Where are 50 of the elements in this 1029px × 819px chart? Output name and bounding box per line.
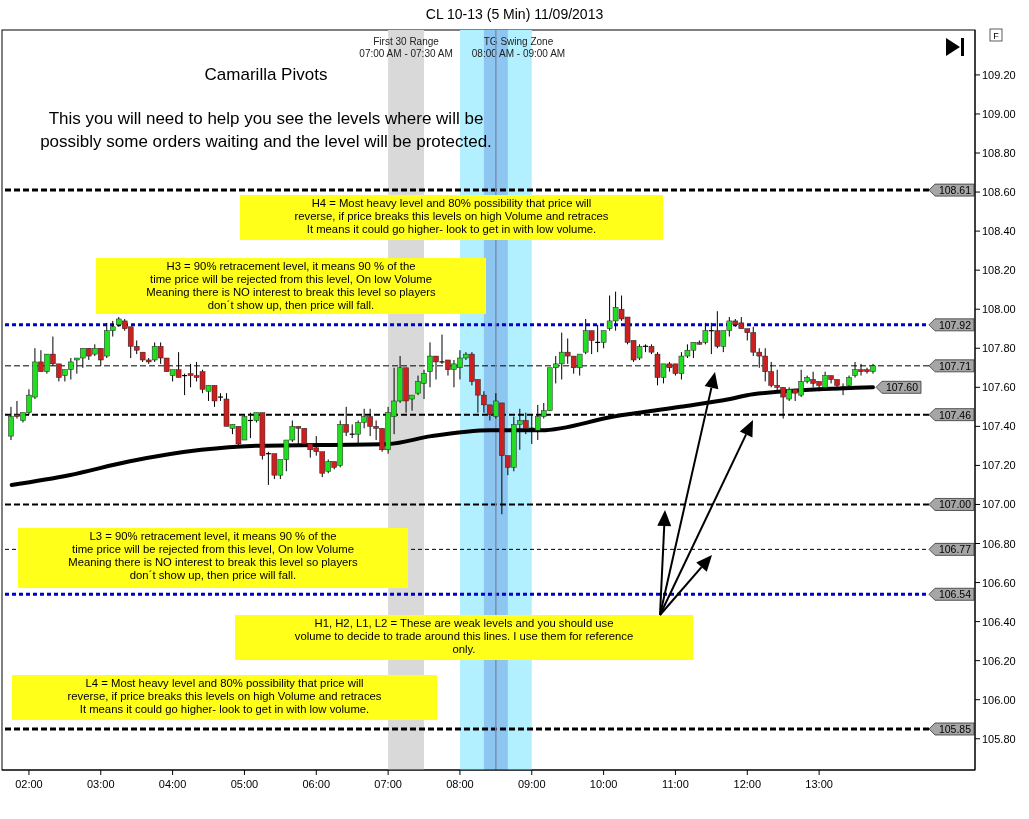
y-tick-label: 108.80 (982, 147, 1016, 160)
y-tick-label: 106.20 (982, 654, 1016, 667)
y-tick-label: 108.20 (982, 264, 1016, 277)
y-tick-label: 107.20 (982, 459, 1016, 472)
y-tick-label: 108.00 (982, 303, 1016, 316)
y-tick-label: 105.80 (982, 732, 1016, 745)
x-tick-label: 05:00 (230, 778, 259, 790)
y-tick-label: 107.60 (982, 381, 1016, 394)
band-label: First 30 Range 07:00 AM - 07:30 AM (359, 36, 453, 59)
x-tick-label: 10:00 (589, 778, 618, 790)
ref-line-label: 106.77 (938, 543, 972, 556)
x-tick-label: 04:00 (158, 778, 187, 790)
annotation: H1, H2, L1, L2 = These are weak levels and you should use volume to decide to trade around this lines. I use them for reference only. (294, 617, 634, 655)
ref-line-label: 107.46 (938, 408, 972, 421)
y-tick-label: 106.60 (982, 576, 1016, 589)
x-tick-label: 03:00 (87, 778, 115, 790)
ref-line-label: 108.61 (938, 184, 972, 197)
ref-line-label: 107.00 (938, 498, 972, 511)
y-tick-label: 106.80 (982, 537, 1016, 550)
ref-line-label: 106.54 (938, 588, 972, 601)
y-tick-label: 108.60 (982, 186, 1016, 199)
ref-line-label: 107.92 (938, 318, 972, 331)
annotation: 107.60 (885, 381, 919, 394)
x-tick-label: 07:00 (374, 778, 402, 790)
y-tick-label: 107.00 (982, 498, 1016, 511)
ref-line-label: 107.71 (938, 359, 972, 372)
x-tick-label: 13:00 (805, 778, 833, 790)
y-tick-label: 107.40 (982, 420, 1016, 433)
chart-title: CL 10-13 (5 Min) 11/09/2013 (425, 6, 604, 22)
x-tick-label: 12:00 (733, 778, 762, 790)
x-tick-label: 02:00 (15, 778, 43, 790)
x-tick-label: 06:00 (302, 778, 331, 790)
annotation: H3 = 90% retracement level, it means 90 % of the time price will be rejected from this level, On low Volume Meaning there is NO interest to break this level so players don´t show up, then price will fall. (146, 260, 437, 311)
y-tick-label: 106.00 (982, 693, 1016, 706)
annotation: H4 = Most heavy level and 80% possibility that price will reverse, if price breaks this levels on high Volume and retraces It means it could go higher- look to get in with low volume. (294, 197, 609, 235)
annotation: L3 = 90% retracement level, it means 90 % of the time price will be rejected from this level, On low Volume Meaning there is NO interest to break this level so players don´t show up, then price will fall. (68, 530, 359, 581)
y-tick-label: 109.00 (982, 107, 1016, 120)
y-tick-label: 107.80 (982, 342, 1016, 355)
annotation: Camarilla Pivots (204, 65, 328, 84)
x-tick-label: 09:00 (518, 778, 546, 790)
annotation: L4 = Most heavy level and 80% possibility that price will reverse, if price breaks this levels on high Volume and retraces It means it could go higher- look to get in with low volume. (67, 677, 382, 715)
ref-line-label: 105.85 (938, 723, 972, 735)
x-tick-label: 08:00 (446, 778, 474, 790)
x-tick-label: 11:00 (662, 778, 689, 790)
y-tick-label: 108.40 (982, 225, 1016, 238)
text: F (993, 31, 1000, 41)
band-label: TG Swing Zone 08:00 AM - 09:00 AM (471, 36, 566, 59)
y-tick-label: 109.20 (982, 68, 1016, 81)
annotation: This you will need to help you see the levels where will be possibly some orders waiting and the level will be protected. (40, 109, 492, 151)
y-tick-label: 106.40 (982, 615, 1016, 628)
